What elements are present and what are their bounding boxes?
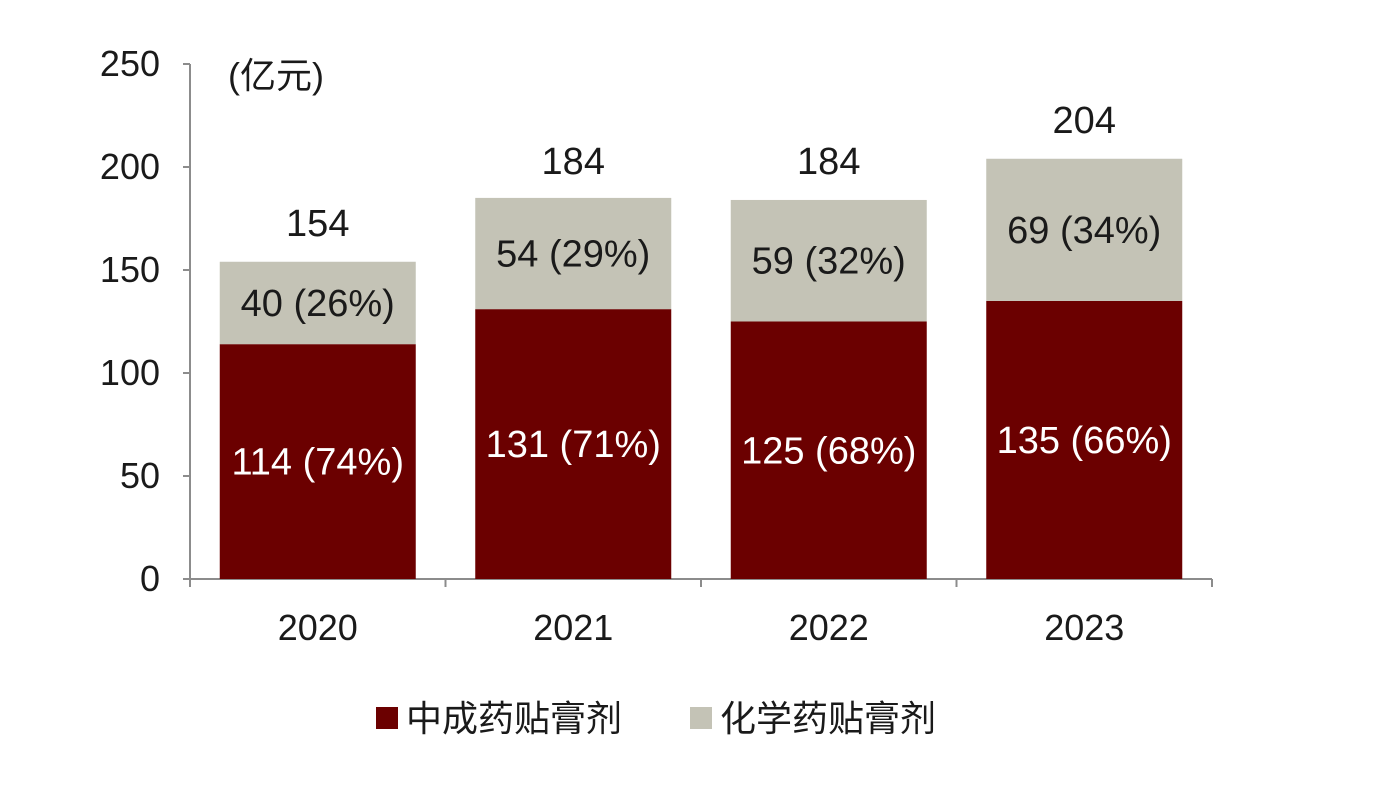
legend-swatch bbox=[690, 707, 712, 729]
x-tick-label: 2020 bbox=[278, 607, 358, 648]
segment-data-label: 54 (29%) bbox=[496, 234, 650, 276]
legend: 中成药贴膏剂 化学药贴膏剂 bbox=[376, 698, 936, 739]
x-axis: 2020 2021 2022 2023 bbox=[189, 578, 1213, 648]
segment-data-label: 135 (66%) bbox=[997, 420, 1172, 462]
segment-data-label: 59 (32%) bbox=[752, 241, 906, 283]
x-tick-label: 2023 bbox=[1044, 607, 1124, 648]
segment-data-label: 131 (71%) bbox=[486, 424, 661, 466]
bars bbox=[219, 158, 1183, 579]
total-data-label: 204 bbox=[1053, 100, 1116, 142]
y-tick-label: 250 bbox=[100, 43, 160, 84]
x-tick-label: 2021 bbox=[533, 607, 613, 648]
legend-swatch bbox=[376, 707, 398, 729]
bar-segment-tcm bbox=[986, 300, 1183, 579]
bar-segment-chemical bbox=[986, 158, 1183, 301]
bar-segment-chemical bbox=[730, 199, 927, 322]
y-tick-label: 100 bbox=[100, 352, 160, 393]
total-data-label: 154 bbox=[286, 203, 349, 245]
segment-data-label: 114 (74%) bbox=[231, 442, 404, 484]
legend-label: 中成药贴膏剂 bbox=[406, 698, 622, 739]
y-tick-label: 50 bbox=[120, 455, 160, 496]
total-data-label: 184 bbox=[797, 141, 860, 183]
segment-data-label: 69 (34%) bbox=[1007, 210, 1161, 252]
y-tick-label: 200 bbox=[100, 146, 160, 187]
bar-segment-chemical bbox=[475, 197, 672, 310]
bar-segment-tcm bbox=[730, 321, 927, 579]
y-tick-label: 150 bbox=[100, 249, 160, 290]
segment-data-label: 125 (68%) bbox=[741, 430, 916, 472]
x-tick-label: 2022 bbox=[789, 607, 869, 648]
y-axis-unit-label: (亿元) bbox=[228, 55, 324, 96]
total-data-label: 184 bbox=[542, 141, 605, 183]
y-axis: 0 50 100 150 200 250 bbox=[100, 43, 191, 599]
segment-data-label: 40 (26%) bbox=[241, 283, 395, 325]
data-labels: 114 (74%) 40 (26%) 154 131 (71%) 54 (29%) 184… bbox=[231, 100, 1171, 484]
y-tick-label: 0 bbox=[140, 558, 160, 599]
legend-label: 化学药贴膏剂 bbox=[720, 698, 936, 739]
bar-segment-chemical bbox=[219, 261, 416, 345]
bar-segment-tcm bbox=[475, 309, 672, 579]
bar-segment-tcm bbox=[219, 344, 416, 579]
